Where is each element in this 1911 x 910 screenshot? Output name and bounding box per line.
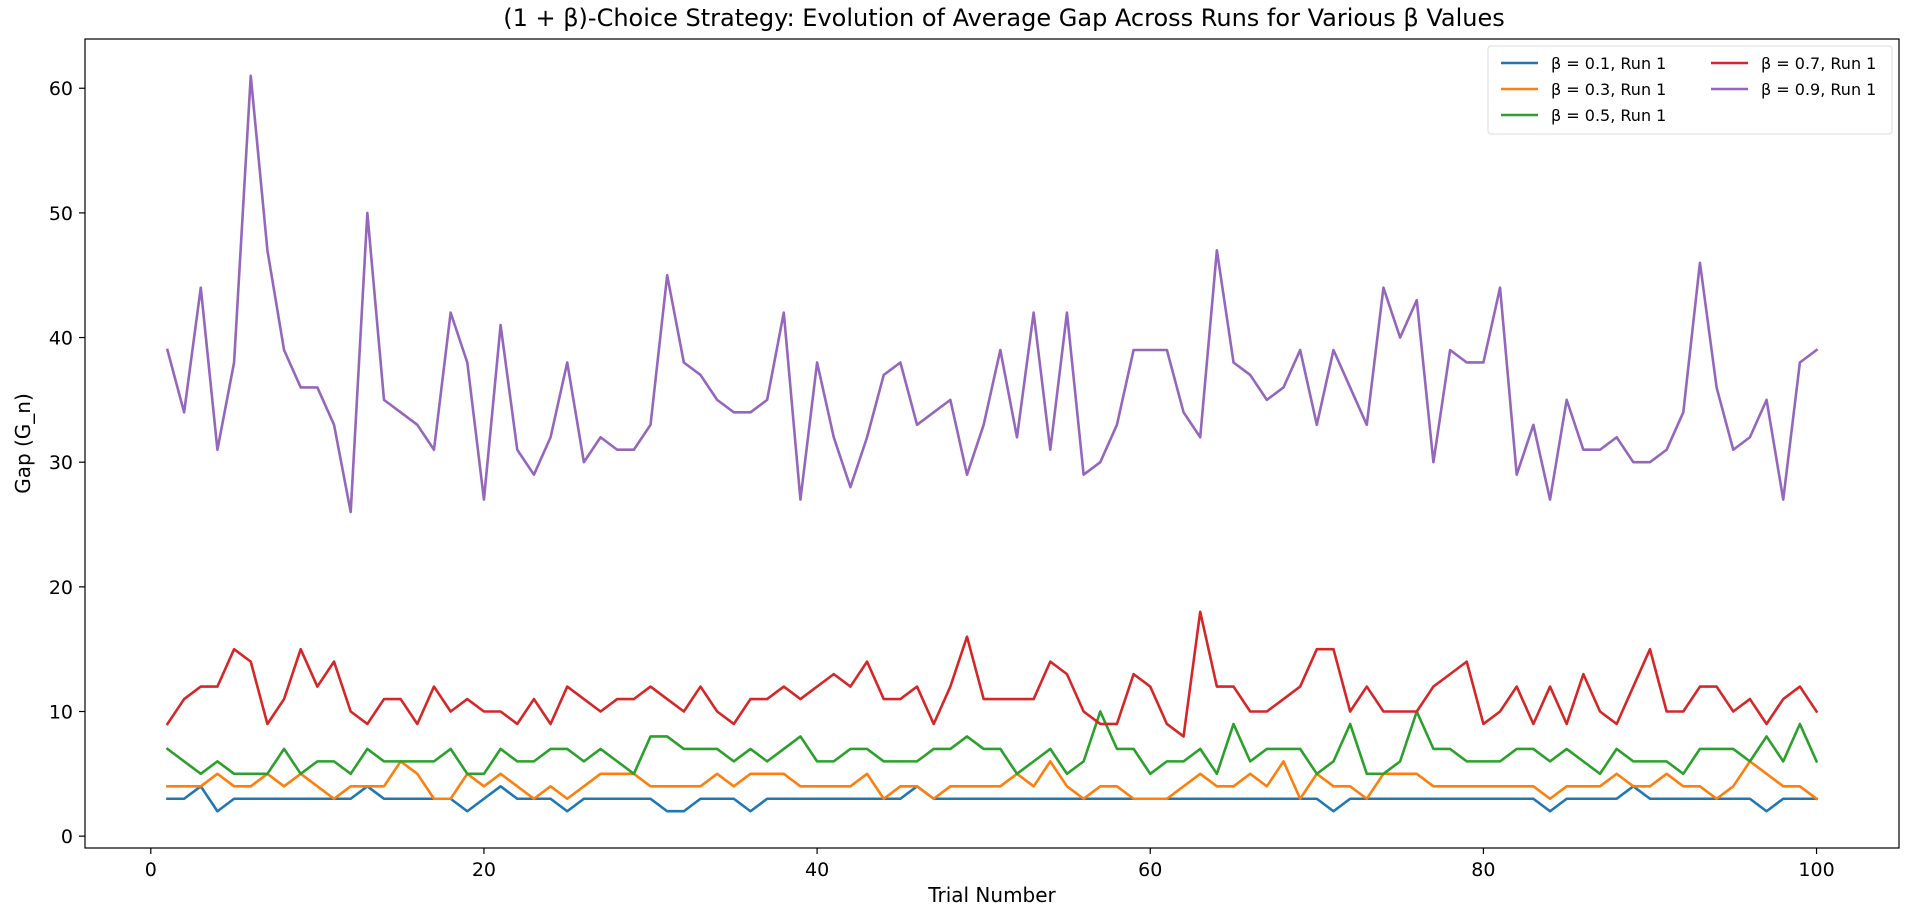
legend-label-1: β = 0.1, Run 1: [1551, 54, 1666, 73]
x-tick-label: 60: [1138, 859, 1162, 881]
legend-box: [1487, 45, 1893, 135]
series-layer: [165, 74, 1819, 813]
x-tick-label: 40: [805, 859, 829, 881]
legend-label-5: β = 0.9, Run 1: [1761, 80, 1876, 99]
x-tick-label: 80: [1471, 859, 1495, 881]
x-tick-label: 0: [145, 859, 157, 881]
y-tick-label: 50: [49, 203, 73, 225]
y-tick-label: 30: [49, 452, 73, 474]
y-tick-label: 10: [49, 702, 73, 724]
x-tick-label: 100: [1798, 859, 1834, 881]
y-tick-label: 40: [49, 328, 73, 350]
y-tick-label: 20: [49, 577, 73, 599]
y-tick-label: 0: [61, 826, 73, 848]
legend-label-4: β = 0.7, Run 1: [1761, 54, 1876, 73]
y-axis: 0 10 20 30 40 50 60: [49, 78, 85, 848]
chart-title: (1 + β)-Choice Strategy: Evolution of Av…: [503, 4, 1505, 32]
series-line-3: [165, 710, 1819, 776]
y-tick-label: 60: [49, 78, 73, 100]
legend-label-2: β = 0.3, Run 1: [1551, 80, 1666, 99]
legend-label-3: β = 0.5, Run 1: [1551, 106, 1666, 125]
x-axis-label: Trial Number: [927, 883, 1056, 907]
plot-frame: [84, 38, 1900, 849]
x-tick-label: 20: [472, 859, 496, 881]
y-axis-label: Gap (G_n): [11, 393, 35, 494]
series-line-2: [166, 760, 1819, 801]
series-line-4: [165, 610, 1819, 738]
plot-area: [84, 38, 1900, 849]
series-line-5: [165, 74, 1819, 514]
x-axis: 0 20 40 60 80 100: [145, 848, 1835, 881]
legend: β = 0.1, Run 1 β = 0.3, Run 1 β = 0.5, Run…: [1487, 45, 1893, 135]
